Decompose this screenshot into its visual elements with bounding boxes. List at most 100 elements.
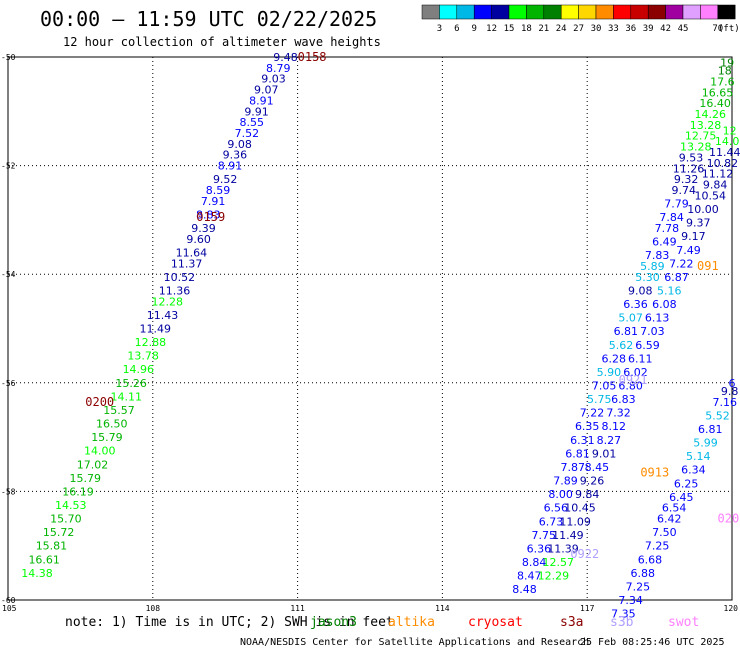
- wave-height-label: 6.11: [628, 352, 653, 365]
- wave-height-label: 14.00: [84, 445, 116, 458]
- wave-height-label: 5.62: [609, 339, 634, 352]
- pass-time-label: 0158: [298, 50, 327, 64]
- wave-height-label: 15.72: [43, 526, 75, 539]
- wave-height-label: 7.05: [592, 380, 617, 393]
- wave-height-label: 6.31: [570, 434, 595, 447]
- wave-height-label: 14.0: [715, 135, 740, 148]
- wave-height-label: 9.74: [671, 184, 696, 197]
- wave-height-label: 5.90: [597, 366, 622, 379]
- wave-height-label: 19: [720, 56, 734, 69]
- legend-tick-label: 12: [486, 24, 497, 34]
- wave-height-label: 8.48: [512, 583, 537, 596]
- wave-height-label: 14.26: [695, 108, 727, 121]
- data-points: 9.488.799.039.078.919.918.557.529.089.36…: [21, 51, 740, 621]
- x-tick-label: 120: [724, 604, 739, 613]
- x-tick-label: 105: [2, 604, 17, 613]
- wave-height-label: 12.29: [538, 570, 570, 583]
- legend-swatch: [473, 4, 492, 20]
- x-tick-label: 117: [580, 604, 595, 613]
- legend-tick-label: 30: [591, 24, 602, 34]
- wave-height-label: 7.49: [676, 244, 701, 257]
- wave-height-label: 12: [723, 124, 737, 137]
- wave-height-label: 11.43: [147, 309, 179, 322]
- wave-height-label: 6.42: [657, 513, 682, 526]
- wave-height-label: 7.52: [235, 127, 260, 140]
- wave-height-label: 6.35: [575, 420, 600, 433]
- wave-height-label: 9.39: [191, 222, 216, 235]
- wave-height-label: 6.34: [681, 464, 706, 477]
- wave-height-label: 12.88: [135, 336, 167, 349]
- wave-height-label: 10.00: [687, 203, 719, 216]
- wave-height-label: 14.11: [111, 390, 143, 403]
- wave-height-label: 9.52: [213, 173, 238, 186]
- color-legend: 3 6 9 12 15 18 21 24 27 30 33 36 39 42 45 70: [421, 4, 736, 34]
- wave-height-label: 7.83: [645, 249, 670, 262]
- wave-height-label: 10.82: [707, 157, 739, 170]
- wave-height-label: 8.91: [249, 94, 274, 107]
- legend-swatch: [508, 4, 527, 20]
- legend-tick-label: 36: [625, 24, 636, 34]
- legend-tick-label: 33: [608, 24, 619, 34]
- legend-swatch: [578, 4, 597, 20]
- wave-height-label: 8.91: [218, 160, 243, 173]
- wave-height-label: 15.79: [69, 472, 101, 485]
- wave-height-label: 6.59: [635, 339, 660, 352]
- satellite-legend-item: s3a: [560, 615, 583, 630]
- wave-height-label: 8.55: [239, 116, 264, 129]
- wave-height-label: 6.80: [618, 380, 643, 393]
- wave-height-label: 6.13: [645, 312, 670, 325]
- wave-height-label: 11.64: [176, 246, 208, 259]
- wave-height-label: 7.78: [655, 222, 680, 235]
- wave-height-label: 11.44: [709, 146, 740, 159]
- wave-height-label: 9.91: [244, 105, 269, 118]
- wave-height-label: 14.53: [55, 499, 87, 512]
- wave-height-label: 9.08: [227, 138, 252, 151]
- wave-height-label: 7.16: [713, 396, 738, 409]
- legend-tick-label: 42: [660, 24, 671, 34]
- legend-swatch: [630, 4, 649, 20]
- wave-height-label: 16.65: [702, 86, 734, 99]
- wave-height-label: 13.28: [680, 141, 712, 154]
- satellite-legend-item: jason3: [310, 615, 357, 630]
- y-tick-label: -60: [1, 596, 16, 605]
- y-tick-label: -50: [1, 53, 16, 62]
- wave-height-label: 7.22: [580, 407, 605, 420]
- wave-height-label: 12.75: [685, 130, 717, 143]
- satellite-legend-item: altika: [388, 615, 435, 630]
- pass-time-label: 0200: [85, 395, 114, 409]
- legend-tick-label: 6: [454, 24, 459, 34]
- wave-height-label: 5.75: [587, 393, 612, 406]
- pass-time-label: 091: [697, 259, 719, 273]
- pass-time-label: 0922: [570, 547, 599, 561]
- wave-height-label: 7.50: [652, 526, 677, 539]
- x-tick-label: 111: [290, 604, 305, 613]
- wave-height-label: 9.07: [254, 84, 279, 97]
- legend-tick-label: 3: [437, 24, 442, 34]
- wave-height-label: 12.57: [542, 556, 574, 569]
- wave-height-label: 16.19: [62, 485, 94, 498]
- wave-height-label: 10.52: [164, 271, 196, 284]
- wave-height-label: 11.39: [547, 542, 579, 555]
- wave-height-label: 6.88: [630, 567, 655, 580]
- pass-time-labels: 0158 0159 0200 0913 091 0921 0922 0208: [85, 50, 740, 561]
- pass-time-label: 0921: [619, 373, 648, 387]
- wave-height-label: 6.83: [611, 393, 636, 406]
- wave-height-label: 10.45: [564, 502, 596, 515]
- wave-height-label: 5.14: [686, 450, 711, 463]
- y-tick-label: -52: [1, 162, 16, 171]
- wave-height-label: 13.28: [690, 119, 722, 132]
- legend-swatch: [439, 4, 458, 20]
- wave-height-label: 9.01: [592, 447, 617, 460]
- wave-height-label: 6.56: [544, 502, 569, 515]
- wave-height-label: 8.59: [206, 184, 231, 197]
- wave-height-label: 14.38: [21, 567, 53, 580]
- wave-height-label: 9.84: [703, 179, 728, 192]
- wave-height-label: 9.53: [679, 151, 704, 164]
- y-tick-label: -56: [1, 379, 16, 388]
- legend-swatch: [665, 4, 684, 20]
- wave-height-label: 6.36: [623, 298, 648, 311]
- satellite-legend: jason3 altika cryosat s3a s3b swot: [310, 615, 699, 630]
- wave-height-label: 11.37: [171, 257, 203, 270]
- wave-height-label: 8.27: [597, 434, 622, 447]
